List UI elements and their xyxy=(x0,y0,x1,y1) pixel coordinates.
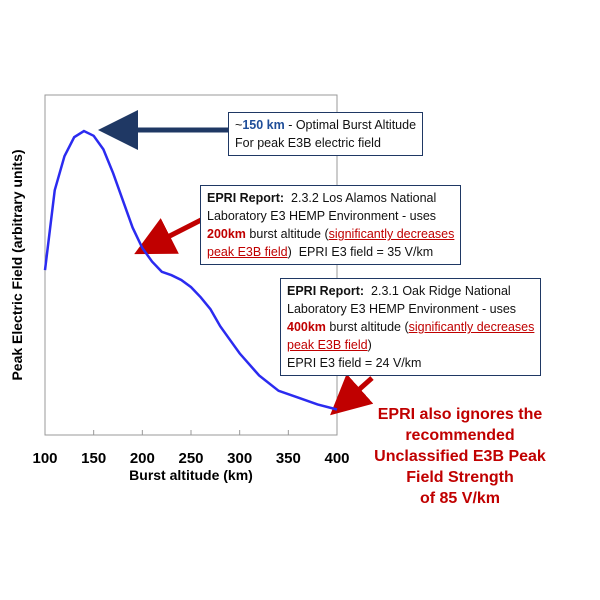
annotation-box: EPRI Report: 2.3.1 Oak Ridge National Lab… xyxy=(280,278,542,376)
annotation-line: Laboratory E3 HEMP Environment - uses xyxy=(287,300,534,318)
note-line: EPRI also ignores the xyxy=(377,406,543,423)
annotation-text: burst altitude ( xyxy=(245,227,329,241)
x-tick-label: 350 xyxy=(276,450,301,467)
annotation-line: EPRI Report: 2.3.1 Oak Ridge National xyxy=(287,282,534,300)
x-tick-label: 100 xyxy=(32,450,57,467)
x-tick-label: 300 xyxy=(227,450,252,467)
annotation-line: EPRI E3 field = 24 V/km xyxy=(287,354,534,372)
data-line xyxy=(43,129,338,411)
annotation-line: For peak E3B electric field xyxy=(235,134,416,152)
annotation-line: EPRI Report: 2.3.2 Los Alamos National xyxy=(207,189,454,207)
note-line: recommended xyxy=(405,427,515,444)
annotation-line: peak E3B field) EPRI E3 field = 35 V/km xyxy=(207,243,454,261)
annotation-text: ) xyxy=(367,338,372,352)
annotation-text: significantly decreases xyxy=(328,227,455,241)
annotation-text: Laboratory E3 HEMP Environment - uses xyxy=(287,302,517,316)
annotation-text: For peak E3B electric field xyxy=(235,136,381,150)
annotation-text: Laboratory E3 HEMP Environment - uses xyxy=(207,209,437,223)
annotation-box: ~150 km - Optimal Burst Altitude For peak… xyxy=(228,112,424,156)
x-tick-label: 250 xyxy=(178,450,203,467)
annotation-text: 2.3.2 Los Alamos National xyxy=(284,191,437,205)
annotation-box: EPRI Report: 2.3.2 Los Alamos National La… xyxy=(200,185,462,265)
annotation-text: peak E3B field xyxy=(207,245,288,259)
annotation-line: ~150 km - Optimal Burst Altitude xyxy=(235,116,416,134)
annotation-text: 400km xyxy=(287,320,326,334)
annotation-line: peak E3B field) xyxy=(287,336,534,354)
note-line: Unclassified E3B Peak xyxy=(374,448,546,465)
annotation-text: burst altitude ( xyxy=(325,320,409,334)
note: EPRI also ignores the recommended Unclassi… xyxy=(370,404,550,509)
annotation-text: peak E3B field xyxy=(287,338,368,352)
annotation-text: EPRI Report: xyxy=(287,284,365,298)
arrow xyxy=(134,215,207,255)
annotation-text: 2.3.1 Oak Ridge National xyxy=(364,284,511,298)
x-axis-label: Burst altitude (km) xyxy=(129,467,253,483)
note-line: of 85 V/km xyxy=(419,490,501,507)
annotation-text: significantly decreases xyxy=(408,320,535,334)
annotation-line: 200km burst altitude (significantly decr… xyxy=(207,225,454,243)
annotation-line: 400km burst altitude (significantly decr… xyxy=(287,318,534,336)
x-tick-label: 150 xyxy=(81,450,106,467)
annotation-text: 150 km xyxy=(242,118,285,132)
annotation-text: ~ xyxy=(235,118,243,132)
arrow xyxy=(330,373,374,416)
annotation-text: - Optimal Burst Altitude xyxy=(284,118,417,132)
y-axis-label: Peak Electric Field (arbitrary units) xyxy=(9,149,25,380)
x-tick-label: 200 xyxy=(130,450,155,467)
note-line: Field Strength xyxy=(406,469,514,486)
annotation-text: 200km xyxy=(207,227,246,241)
annotation-line: Laboratory E3 HEMP Environment - uses xyxy=(207,207,454,225)
annotation-text: EPRI E3 field = 24 V/km xyxy=(287,356,422,370)
x-tick-label: 400 xyxy=(324,450,349,467)
annotation-text: EPRI Report: xyxy=(207,191,285,205)
annotation-text: ) EPRI E3 field = 35 V/km xyxy=(287,245,434,259)
